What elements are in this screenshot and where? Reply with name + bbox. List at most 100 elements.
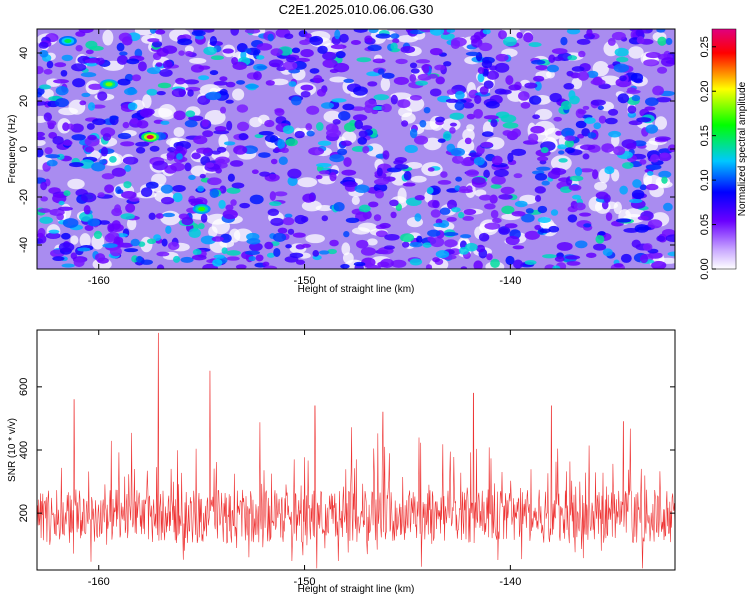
spectrogram-cell	[645, 52, 661, 59]
spectrogram-cell	[540, 147, 549, 154]
spectrogram-cell	[534, 81, 542, 91]
spectrogram-cell	[48, 229, 60, 234]
spectrogram-cell	[528, 42, 542, 48]
spectrogram-cell	[373, 178, 389, 186]
spectrogram-cell	[200, 213, 208, 223]
x-tick-label: -140	[499, 576, 521, 588]
spectrogram-peak	[146, 135, 154, 139]
spectrogram-cell	[58, 242, 75, 253]
spectrogram-cell	[191, 30, 206, 37]
spectrogram-cell	[255, 254, 264, 262]
spectrogram-cell	[264, 241, 274, 250]
spectrogram-cell	[255, 55, 265, 60]
spectrogram-cell	[156, 251, 170, 257]
spectrogram-cell	[162, 60, 173, 70]
spectrogram-cell	[301, 243, 311, 248]
spectrogram-cell	[353, 261, 366, 267]
spectrogram-cell	[62, 218, 79, 229]
spectrogram-cell	[214, 125, 227, 132]
spectrogram-cell	[254, 133, 264, 139]
spectrogram-cell	[372, 58, 386, 64]
spectrogram-cell	[586, 29, 593, 38]
spectrogram-cell	[435, 116, 445, 123]
spectrogram-cell	[140, 187, 153, 198]
spectrogram-cell	[270, 217, 285, 226]
spectrogram-cell	[104, 184, 115, 194]
spectrogram-cell	[503, 36, 517, 47]
spectrogram-cell	[148, 212, 156, 221]
spectrogram-cell	[639, 254, 649, 264]
spectrogram-cell	[256, 43, 273, 51]
spectrogram-cell	[361, 125, 373, 131]
spectrogram-low-cell	[208, 226, 218, 238]
spectrogram-cell	[162, 45, 178, 54]
spectrogram-cell	[501, 205, 515, 215]
spectrogram-cell	[246, 238, 261, 245]
spectrogram-cell	[219, 76, 228, 82]
spectrogram-cell	[235, 264, 247, 269]
spectrogram-cell	[483, 115, 499, 120]
spectrogram-cell	[597, 105, 604, 111]
spectrogram-cell	[575, 120, 587, 129]
spectrogram-cell	[652, 85, 664, 96]
spectrogram-cell	[576, 38, 591, 45]
spectrogram-cell	[579, 212, 592, 217]
spectrogram-cell	[435, 250, 450, 259]
spectrogram-cell	[536, 156, 549, 162]
spectrogram-cell	[278, 156, 288, 165]
spectrogram-cell	[481, 60, 493, 69]
spectrogram-cell	[651, 260, 667, 269]
spectrogram-cell	[563, 83, 575, 90]
spectrogram-cell	[400, 233, 415, 243]
spectrogram-cell	[502, 130, 513, 136]
spectrogram-cell	[236, 80, 246, 85]
spectrogram-cell	[316, 162, 332, 168]
spectrogram-cell	[437, 180, 452, 185]
spectrogram-cell	[604, 166, 615, 175]
spectrogram-cell	[569, 95, 580, 105]
spectrogram-cell	[617, 93, 630, 104]
spectrogram-cell	[575, 240, 588, 249]
spectrogram-cell	[205, 162, 215, 168]
spectrogram-cell	[280, 147, 289, 154]
spectrogram-low-cell	[37, 139, 46, 147]
spectrogram-cell	[45, 232, 61, 239]
spectrogram-cell	[450, 39, 461, 50]
spectrogram-cell	[192, 248, 202, 256]
spectrogram-cell	[425, 264, 433, 269]
spectrogram-cell	[269, 191, 276, 201]
spectrogram-cell	[636, 36, 645, 44]
spectrogram-cell	[392, 38, 400, 44]
x-tick-label: -150	[294, 275, 316, 287]
y-tick-label: 400	[18, 441, 30, 459]
spectrogram-cell	[409, 128, 418, 139]
snr-background	[37, 330, 675, 570]
spectrogram-cell	[342, 181, 358, 188]
spectrogram-cell	[394, 156, 407, 163]
spectrogram-cell	[578, 50, 586, 58]
spectrogram-cell	[558, 150, 565, 155]
spectrogram-cell	[429, 47, 443, 56]
spectrogram-cell	[482, 29, 491, 35]
spectrogram-cell	[125, 203, 136, 213]
spectrogram-cell	[329, 171, 337, 182]
spectrogram-cell	[117, 189, 124, 194]
spectrogram-cell	[138, 241, 146, 247]
spectrogram-cell	[337, 148, 348, 156]
spectrogram-cell	[532, 75, 545, 82]
spectrogram-cell	[230, 199, 237, 206]
spectrogram-cell	[508, 84, 522, 91]
spectrogram-cell	[491, 175, 506, 185]
spectrogram-cell	[593, 122, 602, 130]
spectrogram-cell	[285, 244, 292, 249]
y-tick-label: -20	[18, 189, 30, 205]
spectrogram-cell	[430, 209, 441, 218]
spectrogram-cell	[512, 245, 525, 250]
spectrogram-cell	[256, 65, 268, 70]
spectrogram-cell	[71, 63, 87, 72]
spectrogram-cell	[87, 134, 97, 141]
spectrogram-cell	[556, 242, 573, 251]
colorbar-tick-label: 0.20	[699, 81, 711, 102]
spectrogram-cell	[78, 29, 94, 34]
spectrogram-cell	[616, 56, 629, 63]
